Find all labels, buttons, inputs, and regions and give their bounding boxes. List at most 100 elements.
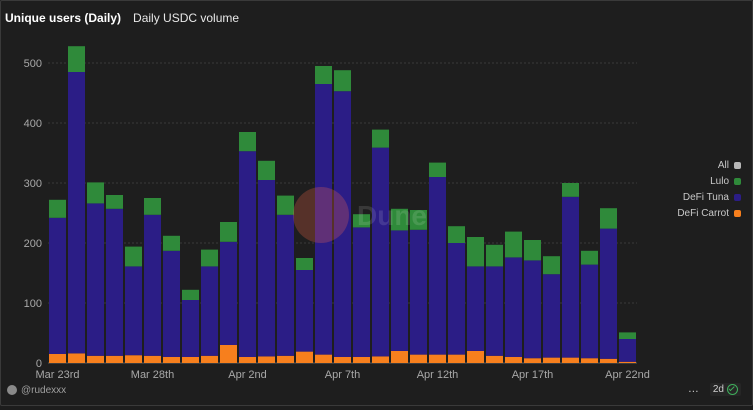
bar-segment bbox=[258, 180, 275, 357]
bar-segment bbox=[182, 357, 199, 363]
bar-segment bbox=[220, 241, 237, 345]
bar-segment bbox=[429, 162, 446, 177]
bar-segment bbox=[600, 228, 617, 359]
tab-unique-users[interactable]: Unique users (Daily) bbox=[5, 11, 122, 25]
legend-item-defi-tuna[interactable]: DeFi Tuna bbox=[683, 189, 741, 205]
bar-segment bbox=[334, 70, 351, 92]
bar-segment bbox=[68, 353, 85, 363]
age-label: 2d bbox=[712, 383, 724, 395]
bar-segment bbox=[87, 355, 104, 363]
bar-segment bbox=[391, 208, 408, 231]
legend-item-lulo[interactable]: Lulo bbox=[710, 173, 741, 189]
watermark-text: Dune bbox=[357, 200, 427, 231]
bar-segment bbox=[296, 258, 313, 270]
bar-segment bbox=[486, 266, 503, 356]
bar-segment bbox=[87, 182, 104, 204]
dune-logo-icon bbox=[293, 187, 349, 243]
bar-segment bbox=[486, 355, 503, 363]
bar-segment bbox=[353, 227, 370, 357]
bar-segment bbox=[334, 91, 351, 357]
legend-label: All bbox=[717, 159, 729, 171]
bar-segment bbox=[619, 332, 636, 339]
bar-segment bbox=[182, 300, 199, 357]
legend-item-all[interactable]: All bbox=[718, 157, 741, 173]
bar-segment bbox=[49, 217, 66, 354]
tab-daily-usdc-volume[interactable]: Daily USDC volume bbox=[133, 11, 240, 25]
legend-swatch bbox=[734, 177, 741, 185]
y-tick-label: 0 bbox=[36, 358, 42, 370]
bar-segment bbox=[372, 129, 389, 148]
bar-segment bbox=[562, 183, 579, 197]
bar-segment bbox=[49, 199, 66, 218]
bar-segment bbox=[277, 214, 294, 356]
bar-segment bbox=[296, 351, 313, 363]
x-tick-label: Apr 22nd bbox=[605, 369, 650, 381]
bar-segment bbox=[239, 357, 256, 363]
bar-segment bbox=[144, 355, 161, 363]
bar-segment bbox=[220, 222, 237, 242]
bar-segment bbox=[600, 358, 617, 363]
legend-swatch bbox=[734, 209, 741, 217]
bar-segment bbox=[581, 264, 598, 359]
bar-segment bbox=[163, 357, 180, 363]
bar-segment bbox=[239, 132, 256, 152]
bar-segment bbox=[106, 355, 123, 363]
bar-segment bbox=[505, 257, 522, 357]
x-tick-label: Apr 2nd bbox=[228, 369, 267, 381]
bar-segment bbox=[505, 357, 522, 363]
legend-label: DeFi Tuna bbox=[682, 191, 729, 203]
bar-segment bbox=[619, 339, 636, 362]
bar-segment bbox=[524, 260, 541, 359]
chart-footer-controls: … 2d bbox=[688, 381, 741, 397]
bar-segment bbox=[410, 229, 427, 355]
bar-segment bbox=[391, 351, 408, 363]
bar-segment bbox=[448, 243, 465, 355]
bar-segment bbox=[448, 354, 465, 363]
chart-legend: All Lulo DeFi Tuna DeFi Carrot bbox=[677, 157, 741, 221]
bar-segment bbox=[334, 357, 351, 363]
bar-segment bbox=[125, 246, 142, 267]
bar-segment bbox=[524, 240, 541, 261]
y-tick-label: 300 bbox=[24, 178, 42, 190]
bar-segment bbox=[144, 214, 161, 356]
bar-segment bbox=[201, 249, 218, 267]
bar-segment bbox=[543, 357, 560, 363]
x-tick-label: Apr 17th bbox=[512, 369, 554, 381]
more-options-button[interactable]: … bbox=[687, 383, 700, 395]
bar-segment bbox=[562, 357, 579, 363]
bar-segment bbox=[201, 266, 218, 356]
bar-segment bbox=[68, 72, 85, 354]
author-credit[interactable]: @rudexxx bbox=[7, 383, 66, 397]
bar-segment bbox=[87, 203, 104, 356]
bar-segment bbox=[467, 237, 484, 267]
bar-segment bbox=[581, 250, 598, 265]
bar-segment bbox=[49, 354, 66, 363]
refresh-age-badge[interactable]: 2d bbox=[709, 382, 741, 396]
bar-segment bbox=[429, 177, 446, 355]
x-tick-label: Mar 28th bbox=[131, 369, 174, 381]
bar-segment bbox=[220, 345, 237, 363]
legend-swatch bbox=[734, 161, 741, 169]
bar-segment bbox=[315, 354, 332, 363]
bar-segment bbox=[277, 195, 294, 215]
bar-segment bbox=[315, 84, 332, 355]
bar-segment bbox=[163, 235, 180, 251]
avatar bbox=[7, 385, 17, 395]
bar-segment bbox=[144, 198, 161, 215]
legend-label: Lulo bbox=[710, 175, 729, 187]
bar-segment bbox=[372, 147, 389, 357]
bar-segment bbox=[277, 355, 294, 363]
bar-segment bbox=[410, 354, 427, 363]
bar-segment bbox=[106, 195, 123, 209]
x-tick-label: Apr 7th bbox=[325, 369, 360, 381]
legend-item-defi-carrot[interactable]: DeFi Carrot bbox=[677, 205, 741, 221]
y-tick-label: 100 bbox=[24, 298, 42, 310]
bar-segment bbox=[296, 270, 313, 352]
bar-segment bbox=[467, 351, 484, 363]
bar-segment bbox=[429, 354, 446, 363]
chart-tabs: Unique users (Daily) Daily USDC volume bbox=[5, 7, 251, 29]
bar-segment bbox=[448, 226, 465, 243]
bar-segment bbox=[372, 356, 389, 363]
bar-segment bbox=[505, 231, 522, 258]
